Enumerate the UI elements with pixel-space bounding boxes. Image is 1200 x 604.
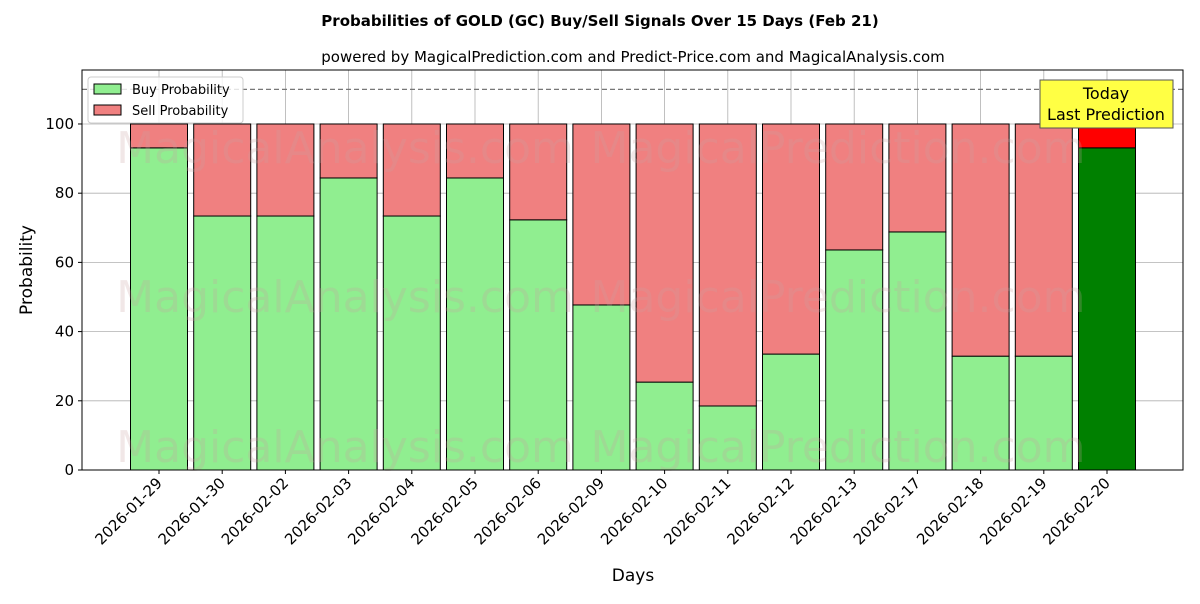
sell-bar: [193, 123, 252, 217]
x-tick-label: 2026-02-11: [660, 474, 734, 548]
x-tick-label: 2026-02-20: [1039, 474, 1113, 548]
watermark-text: MagicalPrediction.com: [591, 422, 1086, 473]
x-tick-label: 2026-02-06: [471, 474, 545, 548]
buy-bar: [888, 231, 947, 471]
x-axis-label: Days: [612, 566, 655, 586]
legend-box: [87, 76, 244, 124]
sell-bar: [635, 123, 694, 383]
sell-bar: [888, 123, 947, 233]
buy-bar: [635, 381, 694, 471]
y-tick-label: 80: [55, 184, 74, 202]
x-tick-label: 2026-02-19: [976, 474, 1050, 548]
buy-bar: [951, 355, 1010, 471]
sell-bar: [825, 123, 884, 251]
today-annotation: Today Last Prediction: [1039, 79, 1174, 129]
x-tick-label: 2026-02-18: [913, 474, 987, 548]
sell-bar: [951, 123, 1010, 357]
annotation-box: [1039, 79, 1174, 129]
sell-bar: [256, 123, 315, 217]
legend-swatch-buy: [93, 83, 122, 95]
x-tick-label: 2026-02-02: [218, 474, 292, 548]
y-tick-label: 40: [55, 323, 74, 341]
x-tick-label: 2026-02-13: [787, 474, 861, 548]
annotation-last-prediction: Last Prediction: [1047, 105, 1165, 124]
buy-bar: [762, 353, 820, 471]
x-tick-label: 2026-01-29: [91, 474, 165, 548]
watermark-text: MagicalAnalysis.com: [116, 272, 574, 323]
sell-bar: [446, 123, 504, 179]
x-tick-label: 2026-02-12: [723, 474, 797, 548]
legend: Buy Probability Sell Probability: [87, 76, 244, 124]
sell-bar: [130, 123, 188, 149]
x-tick-label: 2026-02-03: [281, 474, 355, 548]
watermark-text: MagicalPrediction.com: [591, 272, 1086, 323]
x-tick-label: 2026-01-30: [155, 474, 229, 548]
y-tick-label: 0: [64, 461, 74, 479]
sell-bar: [319, 123, 378, 179]
legend-label-sell: Sell Probability: [132, 104, 229, 119]
buy-bar: [572, 304, 631, 471]
buy-bar: [382, 215, 441, 471]
plot-frame: [81, 69, 1184, 471]
x-tick-label: 2026-02-10: [597, 474, 671, 548]
buy-bar: [1078, 147, 1136, 471]
buy-bar: [825, 249, 884, 471]
x-tick-label: 2026-02-05: [407, 474, 481, 548]
y-tick-label: 20: [55, 392, 74, 410]
chart-title: Probabilities of GOLD (GC) Buy/Sell Sign…: [321, 12, 878, 30]
buy-bar: [256, 215, 315, 471]
sell-bar: [762, 123, 820, 355]
legend-swatch-sell: [93, 104, 122, 116]
x-tick-label: 2026-02-04: [344, 474, 418, 548]
sell-bar: [698, 123, 757, 407]
watermark-text: MagicalAnalysis.com: [116, 422, 574, 473]
watermark-text: MagicalAnalysis.com: [116, 123, 574, 174]
watermark-text: MagicalPrediction.com: [591, 123, 1086, 174]
sell-bar: [509, 123, 568, 221]
legend-label-buy: Buy Probability: [132, 83, 230, 98]
annotation-today: Today: [1082, 84, 1129, 103]
y-tick-label: 60: [55, 253, 74, 271]
x-tick-label: 2026-02-09: [534, 474, 608, 548]
x-tick-label: 2026-02-17: [850, 474, 924, 548]
sell-bar: [572, 123, 631, 306]
y-axis-label: Probability: [17, 225, 37, 315]
y-tick-label: 100: [45, 115, 74, 133]
sell-bar: [382, 123, 441, 217]
chart-subtitle: powered by MagicalPrediction.com and Pre…: [321, 48, 945, 66]
sell-bar: [1014, 123, 1073, 357]
